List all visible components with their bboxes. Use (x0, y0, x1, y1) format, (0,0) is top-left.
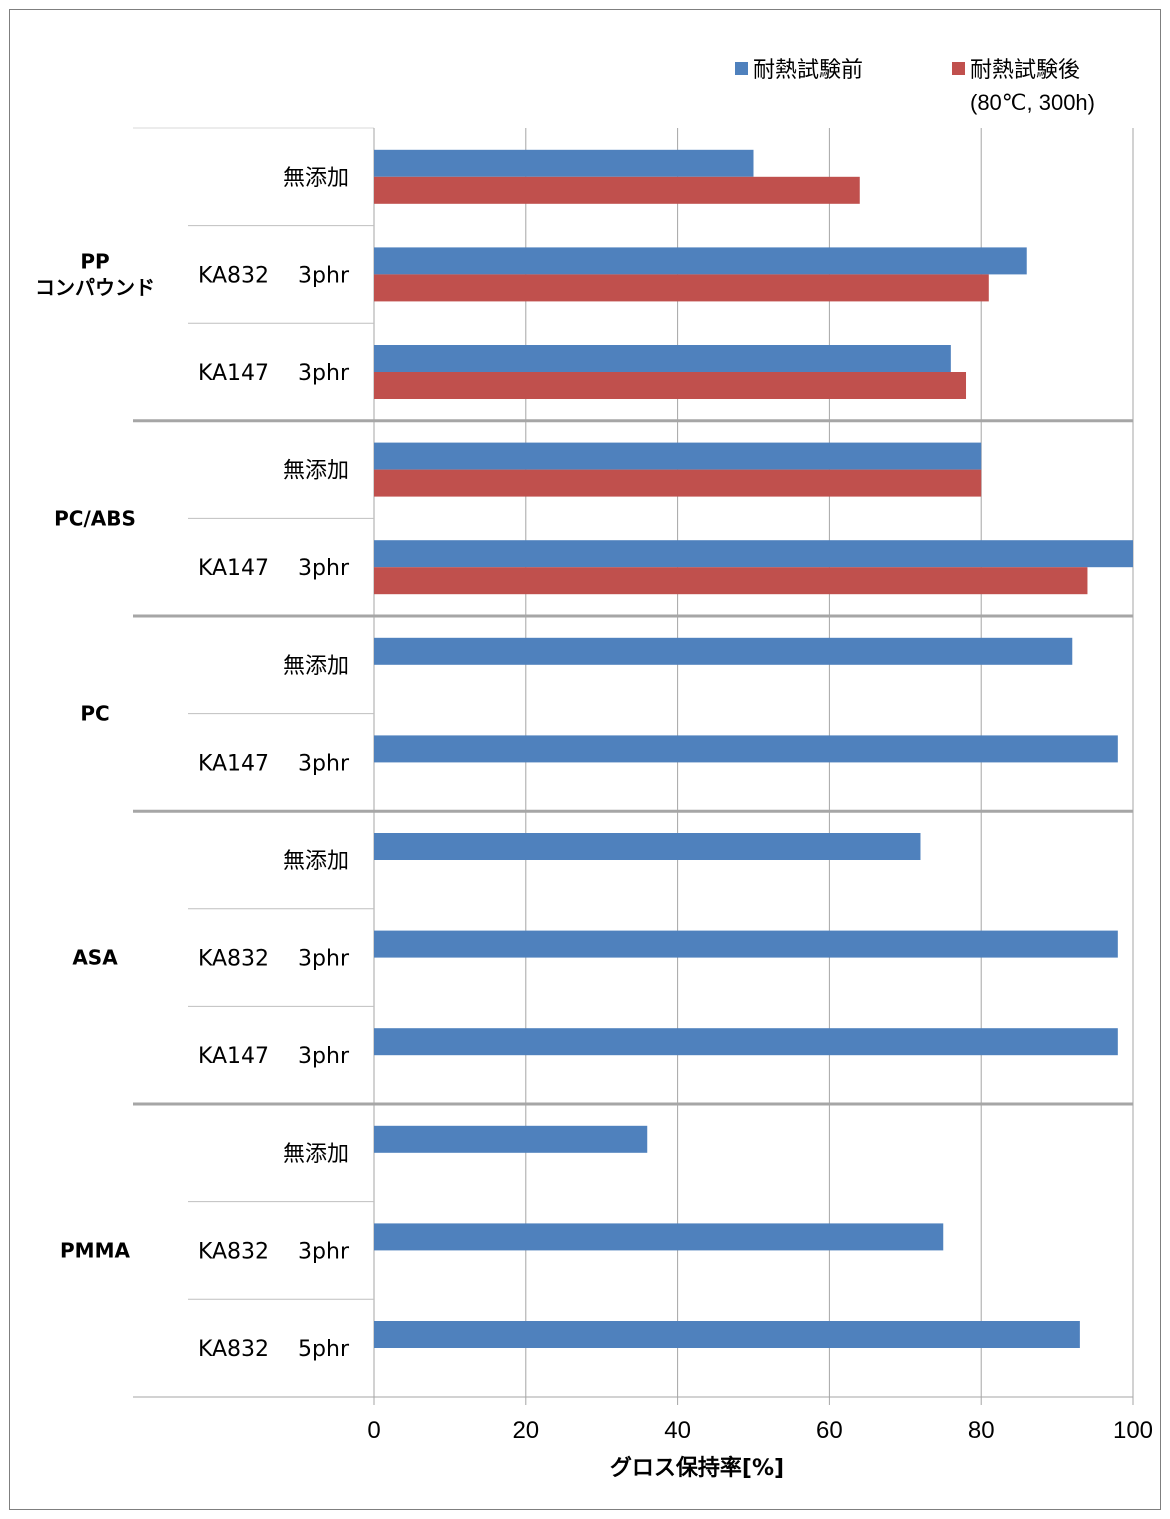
group-label: PMMA (60, 1238, 130, 1262)
bar-after (374, 469, 982, 497)
bar-before (374, 149, 754, 177)
category-label: 無添加 (283, 459, 349, 484)
labels-layer: 0 20 40 60 80 100 無添加 KA832 3phr KA147 3phr PPコンパ… (35, 166, 1153, 1444)
x-tick-label: 40 (664, 1417, 691, 1444)
legend-swatch (735, 62, 748, 75)
bar-before (374, 735, 1118, 763)
category-label: KA147 3phr (198, 556, 350, 581)
category-label: KA832 3phr (198, 263, 350, 288)
bar-after (374, 176, 860, 204)
x-tick-label: 0 (367, 1417, 380, 1444)
bar-before (374, 540, 1133, 568)
category-label: 無添加 (283, 166, 349, 191)
x-tick-label: 20 (512, 1417, 539, 1444)
category-label: KA147 3phr (198, 361, 350, 386)
bar-after (374, 372, 967, 399)
legend-swatch (952, 62, 965, 75)
bar-before (374, 833, 921, 860)
category-label: KA147 3phr (198, 1044, 350, 1069)
bar-before (374, 1028, 1118, 1056)
bar-before (374, 442, 982, 470)
bar-before (374, 1321, 1080, 1348)
group-label: コンパウンド (35, 275, 155, 299)
group-label: PP (80, 249, 109, 273)
grid-layer (133, 127, 1134, 1405)
category-label: KA832 3phr (198, 947, 350, 972)
group-label: ASA (72, 946, 118, 970)
category-label: 無添加 (283, 1142, 349, 1167)
category-label: KA147 3phr (198, 751, 350, 776)
bar-before (374, 1125, 648, 1153)
bar-before (374, 637, 1073, 665)
legend: 耐熱試験前 耐熱試験後 (80℃, 300h) (735, 58, 1095, 115)
bar-before (374, 247, 1027, 275)
bars-layer (374, 149, 1133, 1348)
category-label: 無添加 (283, 654, 349, 679)
legend-sublabel: (80℃, 300h) (970, 90, 1095, 115)
category-label: KA832 5phr (198, 1337, 350, 1362)
legend-label: 耐熱試験前 (753, 58, 863, 83)
x-tick-label: 80 (968, 1417, 995, 1444)
separator-layer (133, 419, 1133, 1106)
group-label: PC (80, 702, 109, 726)
group-label: PC/ABS (54, 506, 136, 530)
legend-label: 耐熱試験後 (970, 58, 1080, 83)
category-label: 無添加 (283, 849, 349, 874)
bar-before (374, 1223, 944, 1251)
bar-after (374, 274, 989, 302)
bar-before (374, 345, 951, 372)
x-axis-title: グロス保持率[%] (610, 1455, 784, 1481)
bar-after (374, 567, 1088, 595)
x-tick-label: 100 (1113, 1417, 1153, 1444)
category-label: KA832 3phr (198, 1239, 350, 1264)
x-tick-label: 60 (816, 1417, 843, 1444)
bar-before (374, 930, 1118, 958)
